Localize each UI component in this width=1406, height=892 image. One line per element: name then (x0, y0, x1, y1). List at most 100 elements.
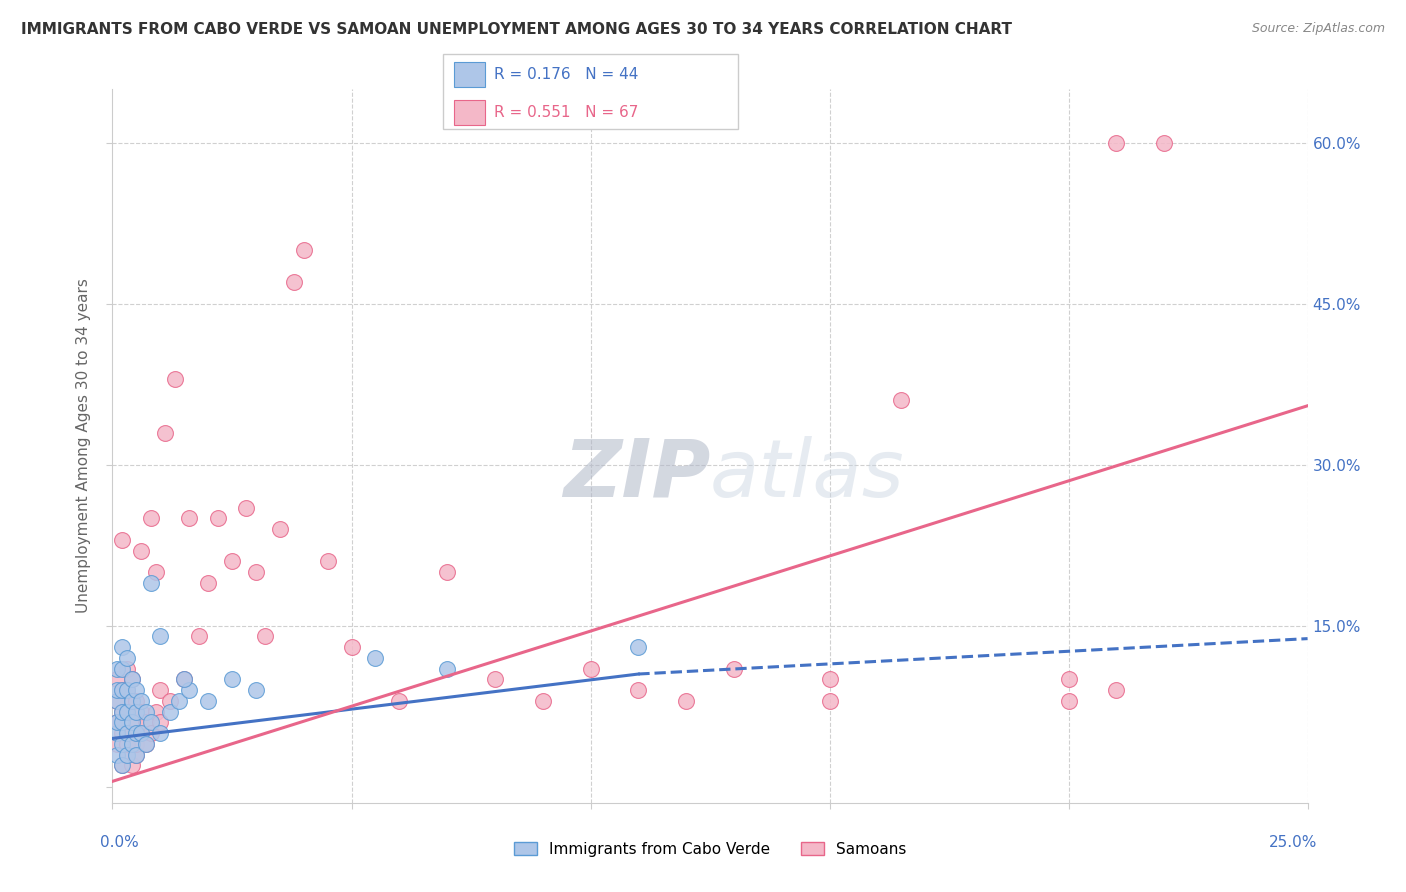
Point (111, 662, 134, 676)
Point (139, 726, 162, 740)
Point (579, 662, 602, 676)
Point (173, 673, 195, 687)
Point (177, 683, 200, 698)
Point (121, 715, 143, 730)
Point (221, 673, 243, 687)
Point (1105, 683, 1128, 698)
Point (159, 694, 181, 708)
Point (818, 673, 841, 687)
Point (129, 726, 152, 740)
Point (111, 715, 134, 730)
Point (153, 425, 176, 440)
Legend: Immigrants from Cabo Verde, Samoans: Immigrants from Cabo Verde, Samoans (508, 836, 912, 863)
Point (436, 662, 458, 676)
Point (1105, 136, 1128, 150)
Text: IMMIGRANTS FROM CABO VERDE VS SAMOAN UNEMPLOYMENT AMONG AGES 30 TO 34 YEARS CORR: IMMIGRANTS FROM CABO VERDE VS SAMOAN UNE… (21, 22, 1012, 37)
Point (105, 726, 128, 740)
Point (388, 694, 411, 708)
Point (135, 737, 157, 751)
Point (149, 715, 172, 730)
Point (121, 726, 143, 740)
Point (269, 522, 291, 536)
Point (111, 737, 134, 751)
Point (187, 630, 209, 644)
Point (115, 705, 138, 719)
Point (627, 640, 650, 655)
Point (818, 694, 841, 708)
Point (283, 276, 305, 290)
Point (125, 715, 148, 730)
Point (531, 694, 554, 708)
Text: Source: ZipAtlas.com: Source: ZipAtlas.com (1251, 22, 1385, 36)
Point (145, 565, 167, 579)
Point (115, 747, 138, 762)
Point (235, 500, 257, 515)
Point (115, 726, 138, 740)
Point (1057, 673, 1080, 687)
Point (364, 651, 387, 665)
Point (115, 651, 138, 665)
Point (115, 662, 138, 676)
Point (135, 737, 157, 751)
Point (105, 715, 128, 730)
Text: ZIP: ZIP (562, 435, 710, 514)
Point (159, 705, 181, 719)
Point (129, 543, 152, 558)
Point (121, 673, 143, 687)
Point (173, 673, 195, 687)
Point (484, 673, 506, 687)
Point (125, 737, 148, 751)
Text: 0.0%: 0.0% (100, 836, 139, 850)
Point (169, 694, 191, 708)
Point (723, 662, 745, 676)
Point (129, 694, 152, 708)
Point (1057, 694, 1080, 708)
Point (111, 683, 134, 698)
Point (1153, 136, 1175, 150)
Point (125, 694, 148, 708)
Point (139, 575, 162, 590)
Point (436, 565, 458, 579)
Point (111, 705, 134, 719)
Point (115, 726, 138, 740)
Point (149, 726, 172, 740)
Point (111, 640, 134, 655)
Point (105, 737, 128, 751)
Y-axis label: Unemployment Among Ages 30 to 34 years: Unemployment Among Ages 30 to 34 years (76, 278, 91, 614)
Point (121, 673, 143, 687)
Point (125, 747, 148, 762)
Point (149, 630, 172, 644)
Point (111, 758, 134, 772)
Point (121, 737, 143, 751)
Point (129, 726, 152, 740)
Point (139, 715, 162, 730)
Point (105, 683, 128, 698)
Text: R = 0.551   N = 67: R = 0.551 N = 67 (494, 105, 638, 120)
Point (149, 683, 172, 698)
Point (145, 705, 167, 719)
Point (105, 747, 128, 762)
Point (197, 575, 219, 590)
Text: R = 0.176   N = 44: R = 0.176 N = 44 (494, 67, 638, 82)
Point (340, 640, 363, 655)
Point (115, 705, 138, 719)
Point (125, 747, 148, 762)
Point (115, 683, 138, 698)
Point (197, 694, 219, 708)
Point (245, 683, 267, 698)
Point (121, 758, 143, 772)
Point (292, 243, 315, 257)
Point (105, 662, 128, 676)
Point (221, 554, 243, 568)
Point (245, 565, 267, 579)
Point (125, 683, 148, 698)
Point (115, 747, 138, 762)
Point (163, 372, 186, 386)
Point (316, 554, 339, 568)
Point (125, 726, 148, 740)
Text: atlas: atlas (710, 435, 905, 514)
Point (129, 705, 152, 719)
Text: 25.0%: 25.0% (1270, 836, 1317, 850)
Point (121, 694, 143, 708)
Point (177, 511, 200, 525)
